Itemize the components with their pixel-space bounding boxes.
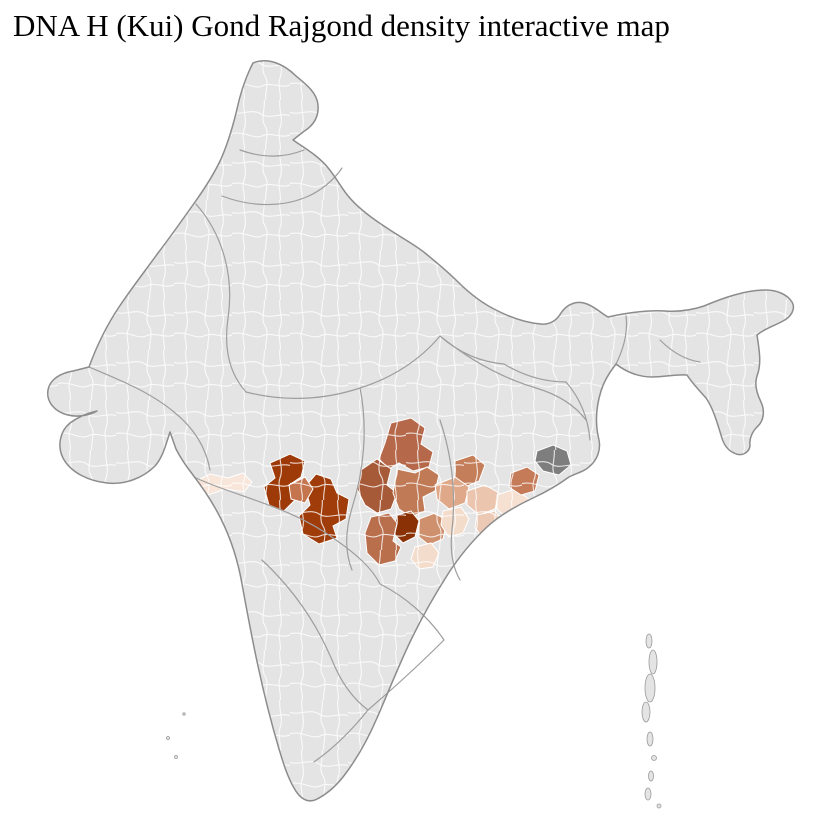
andaman-nicobar-islands[interactable] <box>641 633 662 809</box>
state-borders <box>88 149 701 763</box>
district-boundaries-mesh <box>47 60 794 801</box>
page-title: DNA H (Kui) Gond Rajgond density interac… <box>13 8 670 43</box>
lakshadweep-islands[interactable] <box>166 712 186 759</box>
